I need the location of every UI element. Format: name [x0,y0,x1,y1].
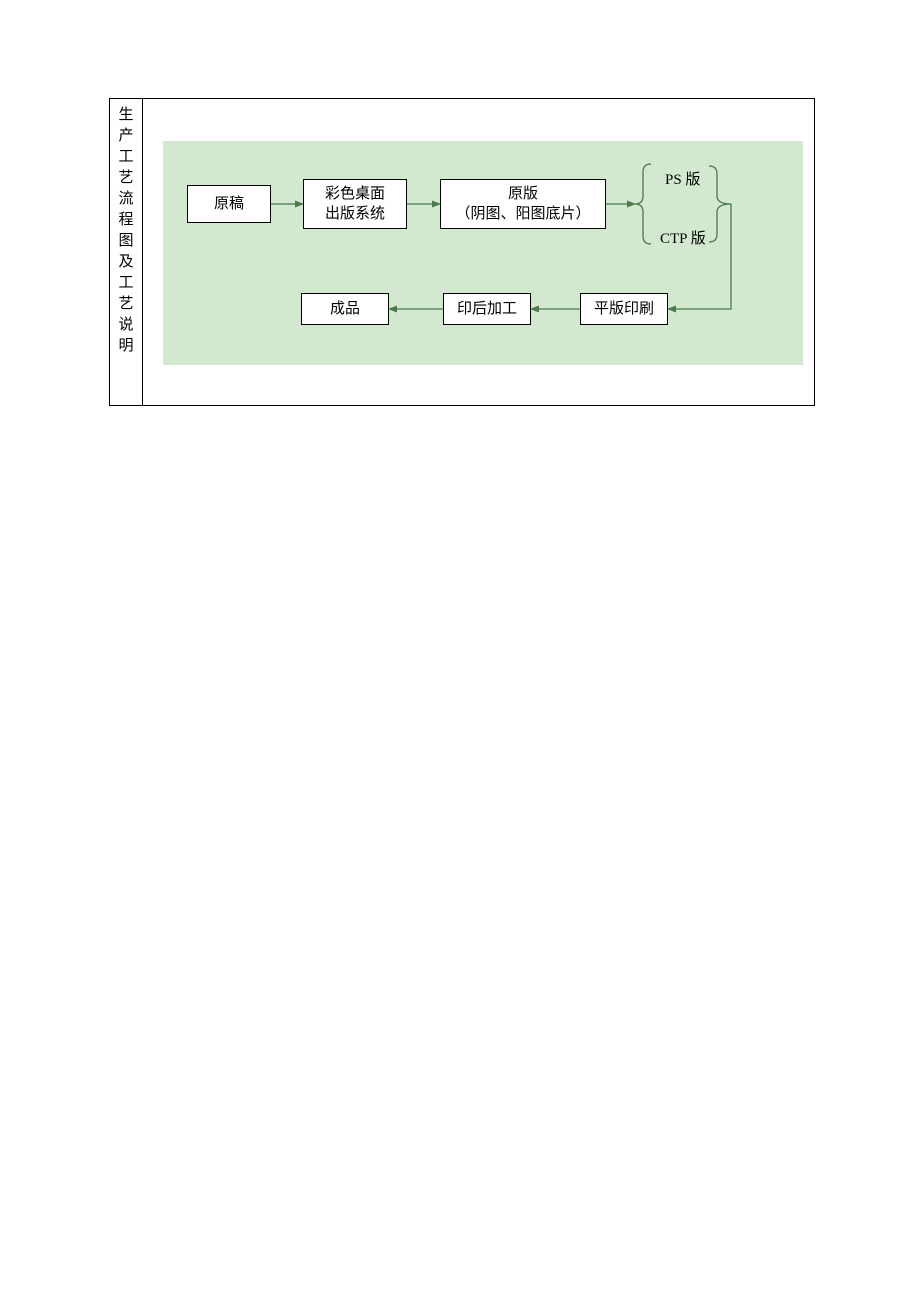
page: 生产工艺流程图及工艺说明 原稿彩色桌面出版系统原版（阴图、阳图底片） 平版印刷 印后… [0,0,920,1302]
node-flat-printing: 平版印刷 [580,293,668,325]
diagram-vertical-title: 生产工艺流程图及工艺说明 [110,99,143,405]
node-finished: 成品 [301,293,389,325]
node-desktop-system: 彩色桌面出版系统 [303,179,407,229]
diagram-connectors [143,99,816,407]
diagram-frame: 生产工艺流程图及工艺说明 原稿彩色桌面出版系统原版（阴图、阳图底片） 平版印刷 印后… [109,98,815,406]
label-ctp-plate: CTP 版 [660,227,706,248]
diagram-canvas: 原稿彩色桌面出版系统原版（阴图、阳图底片） 平版印刷 印后加工 成品 PS 版 CTP 版 [143,99,814,405]
node-original-plate: 原版（阴图、阳图底片） [440,179,606,229]
node-post-press: 印后加工 [443,293,531,325]
node-manuscript: 原稿 [187,185,271,223]
label-ps-plate: PS 版 [665,168,700,189]
